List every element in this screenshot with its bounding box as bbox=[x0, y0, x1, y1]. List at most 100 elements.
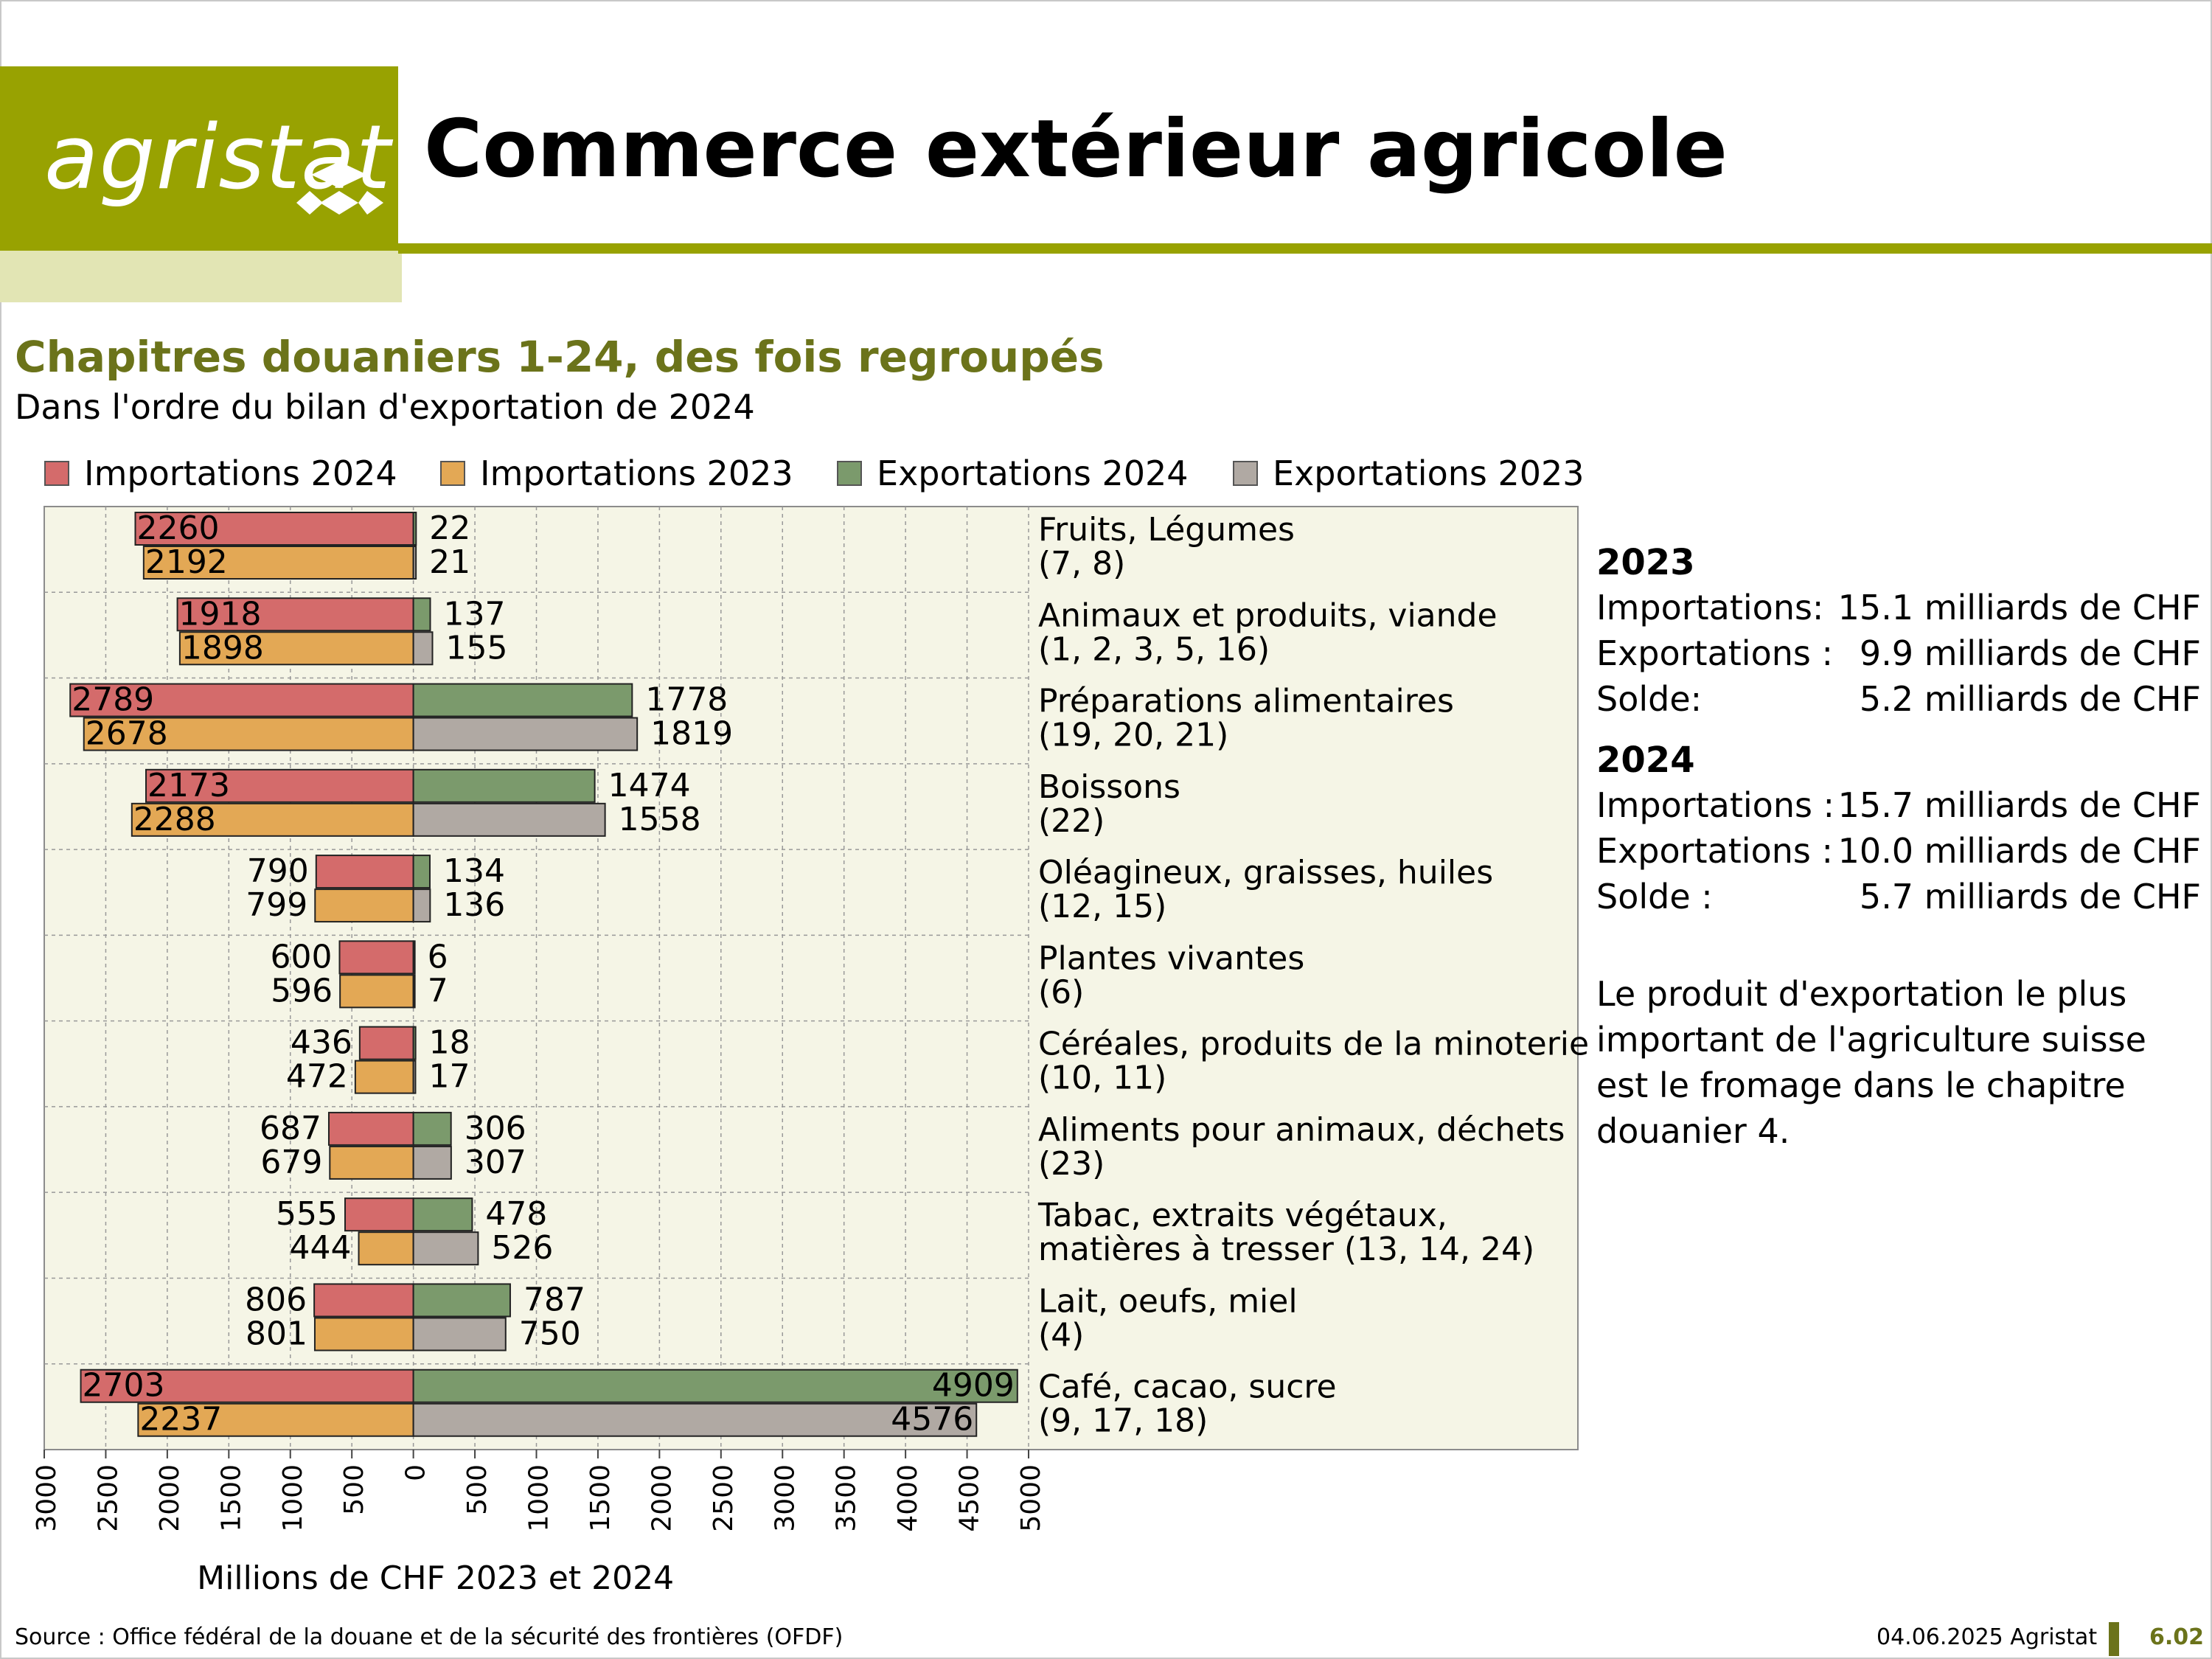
data-label-imports: 1898 bbox=[181, 629, 264, 667]
bar-exports-2024 bbox=[412, 768, 596, 803]
bar-exports-2023 bbox=[412, 888, 431, 923]
legend-item-exports-2024: Exportations 2024 bbox=[837, 453, 1189, 493]
x-tick-label: 2000 bbox=[155, 1464, 185, 1532]
data-label-imports: 436 bbox=[291, 1024, 352, 1062]
legend-swatch bbox=[44, 461, 69, 486]
bar-exports-2023 bbox=[412, 1231, 479, 1266]
summary-label: Importations: bbox=[1596, 588, 1824, 627]
category-label: Oléagineux, graisses, huiles bbox=[1038, 854, 1493, 891]
bar-exports-2023 bbox=[412, 631, 434, 666]
bar-imports-2023 bbox=[339, 974, 414, 1009]
data-label-imports: 2703 bbox=[83, 1367, 165, 1405]
data-label-imports: 799 bbox=[246, 886, 307, 924]
bar-imports-2024 bbox=[313, 1283, 414, 1318]
bar-imports-2024 bbox=[338, 940, 414, 975]
bar-imports-2023 bbox=[178, 631, 414, 666]
summary-value: 15.1 milliards de CHF bbox=[1837, 588, 2201, 627]
x-tick-label: 1000 bbox=[524, 1464, 554, 1532]
data-label-imports: 679 bbox=[260, 1144, 322, 1181]
summary-label: Exportations : bbox=[1596, 831, 1833, 871]
legend-swatch bbox=[1233, 461, 1258, 486]
category-label: Café, cacao, sucre bbox=[1038, 1368, 1337, 1406]
category-label: (19, 20, 21) bbox=[1038, 717, 1228, 754]
category-label: (7, 8) bbox=[1038, 545, 1125, 582]
data-label-exports: 6 bbox=[428, 938, 448, 975]
data-label-imports: 600 bbox=[271, 938, 333, 975]
legend-item-imports-2023: Importations 2023 bbox=[440, 453, 793, 493]
legend-swatch bbox=[440, 461, 465, 486]
data-label-exports: 307 bbox=[465, 1144, 526, 1181]
x-tick-label: 0 bbox=[401, 1464, 431, 1481]
data-label-imports: 2288 bbox=[133, 801, 216, 838]
data-label-imports: 2173 bbox=[147, 767, 230, 804]
x-tick-label: 2500 bbox=[709, 1464, 739, 1532]
category-label: Plantes vivantes bbox=[1038, 939, 1304, 977]
bar-exports-2024 bbox=[412, 1026, 417, 1060]
bar-exports-2024 bbox=[412, 1283, 511, 1318]
legend-label: Exportations 2024 bbox=[877, 453, 1189, 493]
category-label: matières à tresser (13, 14, 24) bbox=[1038, 1231, 1534, 1268]
x-tick-label: 2500 bbox=[93, 1464, 123, 1532]
agristat-logo bbox=[0, 66, 398, 251]
logo-text: agristat bbox=[44, 107, 392, 209]
bar-imports-2024 bbox=[327, 1111, 414, 1146]
bar-exports-2023 bbox=[412, 802, 606, 837]
chart-title: Chapitres douaniers 1-24, des fois regro… bbox=[15, 332, 1105, 382]
category-label: (1, 2, 3, 5, 16) bbox=[1038, 630, 1270, 668]
summary-year-2024: 2024 bbox=[1596, 740, 1695, 781]
category-label: Animaux et produits, viande bbox=[1038, 597, 1498, 634]
x-tick-label: 4500 bbox=[955, 1464, 985, 1532]
category-label: Aliments pour animaux, déchets bbox=[1038, 1111, 1565, 1149]
category-label: Préparations alimentaires bbox=[1038, 683, 1454, 720]
bar-imports-2024 bbox=[176, 597, 414, 632]
x-tick-label: 3500 bbox=[832, 1464, 862, 1532]
bar-imports-2024 bbox=[315, 855, 414, 889]
logo-diamonds-icon bbox=[296, 161, 383, 215]
bar-exports-2023 bbox=[412, 717, 639, 751]
footer-source: Source : Office fédéral de la douane et … bbox=[15, 1624, 844, 1650]
bar-exports-2023 bbox=[412, 1402, 978, 1437]
data-label-exports: 4909 bbox=[932, 1367, 1015, 1405]
bar-exports-2024 bbox=[412, 1197, 473, 1232]
data-label-imports: 2678 bbox=[86, 715, 168, 753]
bar-exports-2024 bbox=[412, 1111, 452, 1146]
summary-value: 9.9 milliards de CHF bbox=[1859, 633, 2201, 673]
bar-imports-2023 bbox=[314, 888, 414, 923]
data-label-exports: 478 bbox=[485, 1195, 547, 1233]
legend-label: Importations 2024 bbox=[84, 453, 397, 493]
data-label-imports: 806 bbox=[245, 1281, 307, 1318]
data-label-exports: 18 bbox=[429, 1024, 470, 1062]
data-label-exports: 787 bbox=[524, 1281, 585, 1318]
summary-panel: 2023 Importations: 15.1 milliards de CHF… bbox=[1596, 542, 2201, 1154]
data-label-exports: 4576 bbox=[891, 1401, 973, 1439]
bar-imports-2023 bbox=[329, 1145, 414, 1180]
legend-item-imports-2024: Importations 2024 bbox=[44, 453, 397, 493]
data-label-imports: 1918 bbox=[179, 595, 262, 633]
data-label-imports: 444 bbox=[290, 1229, 352, 1267]
data-label-exports: 1474 bbox=[608, 767, 691, 804]
legend-label: Importations 2023 bbox=[480, 453, 793, 493]
summary-value: 15.7 milliards de CHF bbox=[1837, 785, 2201, 825]
x-tick-label: 1500 bbox=[216, 1464, 246, 1532]
summary-row: Solde: 5.2 milliards de CHF bbox=[1596, 676, 2201, 722]
x-tick-label: 1000 bbox=[278, 1464, 308, 1532]
summary-value: 10.0 milliards de CHF bbox=[1837, 831, 2201, 871]
data-label-exports: 134 bbox=[443, 852, 505, 890]
bar-exports-2024 bbox=[412, 683, 633, 717]
data-label-exports: 1819 bbox=[650, 715, 733, 753]
data-label-imports: 790 bbox=[247, 852, 309, 890]
x-tick-label: 4000 bbox=[893, 1464, 923, 1532]
bar-exports-2024 bbox=[412, 1368, 1018, 1403]
summary-label: Exportations : bbox=[1596, 633, 1833, 673]
data-label-imports: 472 bbox=[286, 1058, 348, 1096]
summary-value: 5.7 milliards de CHF bbox=[1859, 877, 2201, 917]
category-label: Boissons bbox=[1038, 768, 1180, 806]
summary-row: Solde : 5.7 milliards de CHF bbox=[1596, 874, 2201, 919]
category-label: (6) bbox=[1038, 973, 1084, 1011]
category-label: Fruits, Légumes bbox=[1038, 511, 1295, 549]
bar-exports-2024 bbox=[412, 855, 431, 889]
summary-label: Solde: bbox=[1596, 679, 1703, 719]
data-label-imports: 2237 bbox=[139, 1401, 222, 1439]
header-rule bbox=[398, 243, 2212, 254]
bar-exports-2023 bbox=[412, 974, 416, 1009]
